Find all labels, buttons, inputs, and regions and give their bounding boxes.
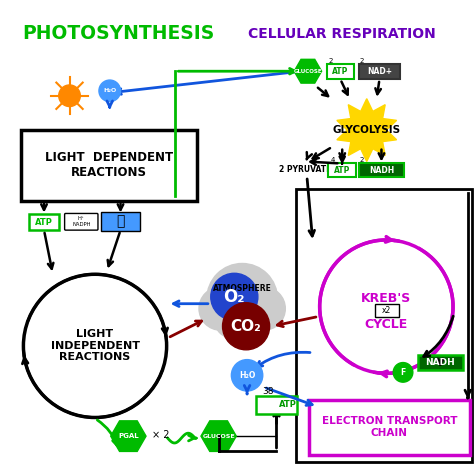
FancyBboxPatch shape: [64, 213, 98, 230]
Text: PGAL: PGAL: [118, 433, 139, 439]
FancyBboxPatch shape: [359, 64, 400, 79]
FancyBboxPatch shape: [328, 164, 356, 177]
Circle shape: [393, 363, 413, 382]
Text: O₂: O₂: [224, 288, 245, 306]
Circle shape: [231, 360, 263, 391]
Text: GLUCOSE: GLUCOSE: [202, 434, 235, 438]
Text: ATP: ATP: [35, 218, 53, 227]
Text: PHOTOSYNTHESIS: PHOTOSYNTHESIS: [22, 25, 215, 44]
Text: 38: 38: [262, 386, 273, 395]
FancyBboxPatch shape: [256, 396, 297, 414]
Circle shape: [199, 287, 242, 330]
Text: ATP: ATP: [334, 166, 350, 175]
Circle shape: [236, 303, 272, 338]
Text: 2: 2: [360, 58, 364, 64]
Text: ATP: ATP: [279, 400, 297, 409]
Text: x2: x2: [382, 306, 391, 315]
Text: CYCLE: CYCLE: [365, 318, 408, 331]
Text: 2: 2: [360, 157, 364, 164]
Text: GLUCOSE: GLUCOSE: [293, 69, 322, 74]
FancyBboxPatch shape: [327, 64, 354, 79]
FancyBboxPatch shape: [418, 355, 463, 370]
Text: ATMOSPHERE: ATMOSPHERE: [213, 284, 272, 293]
Text: KREB'S: KREB'S: [361, 292, 411, 305]
Text: 2 PYRUVATE: 2 PYRUVATE: [279, 165, 331, 174]
Text: × 2: × 2: [152, 430, 169, 440]
Text: F: F: [401, 368, 406, 377]
Circle shape: [59, 85, 80, 107]
Polygon shape: [337, 99, 397, 162]
Circle shape: [99, 80, 120, 101]
Text: H₂O: H₂O: [103, 88, 116, 93]
FancyBboxPatch shape: [359, 164, 404, 177]
FancyBboxPatch shape: [101, 212, 140, 231]
Text: LIGHT  DEPENDENT
REACTIONS: LIGHT DEPENDENT REACTIONS: [45, 151, 173, 179]
Text: H₂O: H₂O: [239, 371, 255, 380]
Circle shape: [227, 310, 258, 342]
Text: 2: 2: [328, 58, 333, 64]
Text: NADH: NADH: [369, 166, 394, 175]
Text: CELLULAR RESPIRATION: CELLULAR RESPIRATION: [248, 27, 436, 41]
Text: ELECTRON TRANSPORT
CHAIN: ELECTRON TRANSPORT CHAIN: [321, 417, 457, 438]
Text: NADH: NADH: [426, 358, 455, 367]
Text: H⁺
NADPH: H⁺ NADPH: [72, 217, 91, 227]
Text: ATP: ATP: [332, 67, 348, 76]
Text: GLYCOLYSIS: GLYCOLYSIS: [333, 125, 401, 135]
FancyBboxPatch shape: [309, 400, 470, 455]
FancyBboxPatch shape: [374, 304, 399, 318]
Text: 4: 4: [330, 157, 335, 164]
Circle shape: [222, 303, 270, 350]
Circle shape: [211, 273, 258, 320]
Text: NAD+: NAD+: [367, 67, 392, 76]
FancyBboxPatch shape: [29, 214, 59, 230]
Text: CO₂: CO₂: [231, 319, 262, 334]
Circle shape: [215, 303, 250, 338]
FancyBboxPatch shape: [21, 130, 197, 201]
Circle shape: [242, 287, 285, 330]
Text: LIGHT
INDEPENDENT
REACTIONS: LIGHT INDEPENDENT REACTIONS: [51, 329, 139, 363]
Circle shape: [207, 264, 277, 334]
Text: 🚛: 🚛: [116, 214, 125, 228]
